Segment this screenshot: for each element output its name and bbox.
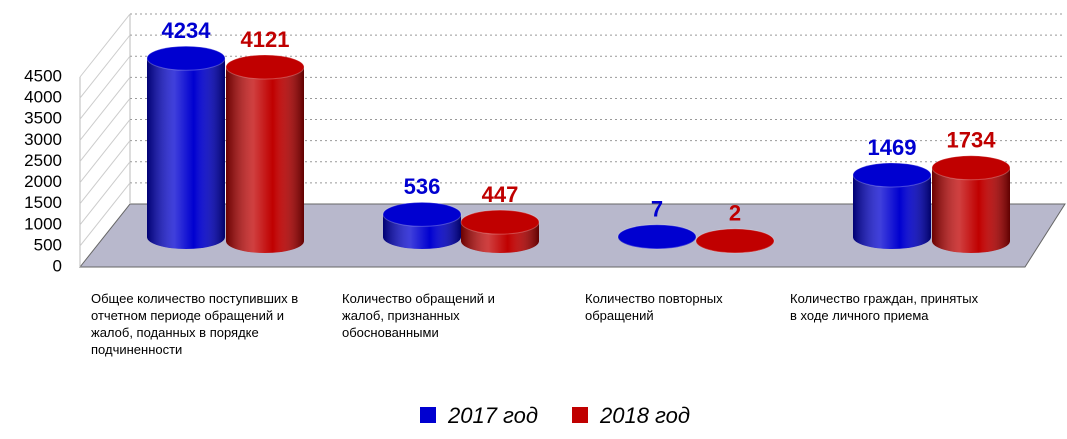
side-grid-line [79, 34, 131, 99]
cylinder-shade [147, 58, 225, 249]
data-label: 4121 [241, 27, 290, 52]
floor [78, 203, 1066, 268]
data-label: 7 [651, 197, 663, 222]
cylinder-top [695, 228, 775, 254]
y-tick-label: 2000 [24, 172, 62, 191]
y-tick-label: 4000 [24, 88, 62, 107]
side-grid-line [79, 161, 131, 226]
legend-label: 2018 год [599, 403, 690, 428]
data-label: 536 [404, 174, 441, 199]
side-grid-line [79, 77, 131, 141]
data-label: 1469 [868, 135, 917, 160]
y-tick-label: 3500 [24, 109, 62, 128]
legend-swatch [420, 407, 436, 423]
cylinder [852, 162, 932, 249]
cylinder [225, 54, 305, 253]
cylinder-top [931, 155, 1011, 181]
cylinder [146, 45, 226, 249]
side-grid-line [79, 182, 131, 247]
side-grid-line [79, 13, 131, 78]
cylinder-shade [226, 67, 304, 253]
side-grid-line [79, 119, 131, 183]
cylinder-top [225, 54, 305, 80]
y-tick-label: 500 [34, 235, 62, 254]
cylinder-shade [853, 174, 931, 249]
cylinder [695, 228, 775, 254]
side-grid-line [79, 140, 131, 204]
cylinder [382, 201, 462, 249]
y-tick-label: 2500 [24, 151, 62, 170]
y-tick-label: 1000 [24, 214, 62, 233]
legend-swatch [572, 407, 588, 423]
y-tick-label: 1500 [24, 193, 62, 212]
x-tick-label: Общее количество поступивших в отчетном … [91, 291, 299, 357]
cylinder-shade [932, 167, 1010, 253]
data-label: 2 [729, 201, 741, 226]
x-tick-label: Количество повторных обращений [585, 291, 723, 323]
y-tick-label: 3000 [24, 130, 62, 149]
y-tick-label: 0 [53, 256, 62, 275]
cylinder-top [617, 224, 697, 250]
y-tick-label: 4500 [24, 66, 62, 85]
cylinder-top [460, 209, 540, 235]
side-grid-line [79, 55, 131, 120]
data-label: 1734 [947, 128, 997, 153]
side-grid-line [79, 98, 131, 162]
cylinder [460, 209, 540, 253]
cylinder-top [146, 45, 226, 71]
cylinder-top [382, 201, 462, 227]
x-tick-label: Количество граждан, принятых в ходе личн… [790, 291, 979, 323]
cylinder [617, 224, 697, 250]
data-label: 4234 [162, 18, 212, 43]
cylinder-top [852, 162, 932, 188]
x-tick-label: Количество обращений и жалоб, признанных… [342, 291, 495, 340]
data-label: 447 [482, 182, 519, 207]
legend-label: 2017 год [447, 403, 538, 428]
cylinder [931, 155, 1011, 253]
